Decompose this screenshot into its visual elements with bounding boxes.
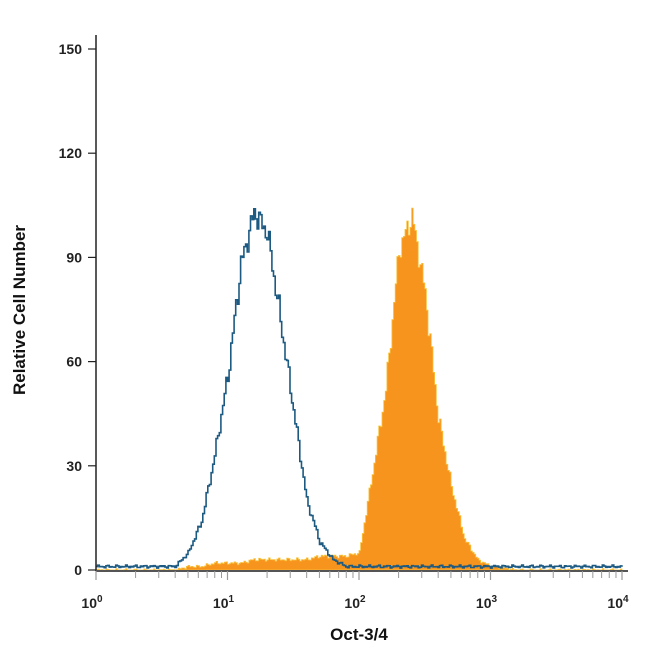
y-tick-label: 30 [66,458,82,474]
y-axis-label: Relative Cell Number [10,225,29,395]
x-axis-label: Oct-3/4 [330,625,388,644]
x-tick-label: 100 [81,594,103,611]
y-tick-label: 0 [74,562,82,578]
plot-area [95,207,623,571]
y-tick-label: 90 [66,249,82,265]
y-tick-label: 150 [59,41,83,57]
series-outline-histogram [96,208,623,569]
y-tick-label: 120 [59,145,83,161]
x-tick-label: 101 [213,594,235,611]
y-ticks: 0 30 60 90 120 150 [59,41,96,578]
series-filled-histogram [95,207,623,571]
x-tick-label: 102 [344,594,366,611]
x-ticks: 100 101 102 103 104 [81,571,629,611]
x-tick-label: 103 [476,594,498,611]
y-tick-label: 60 [66,354,82,370]
x-tick-label: 104 [607,594,629,611]
